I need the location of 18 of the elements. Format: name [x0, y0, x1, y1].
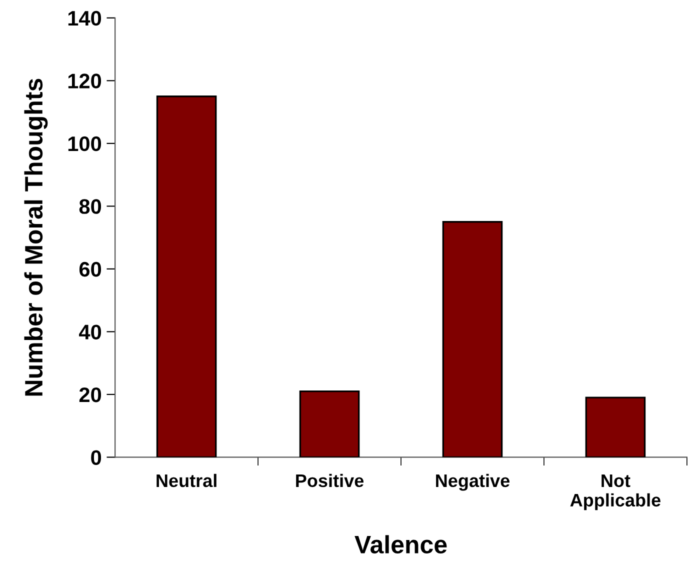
- bar: [299, 390, 360, 458]
- y-tick-label: 120: [68, 74, 102, 88]
- y-axis-title: Number of Moral Thoughts: [24, 78, 48, 396]
- bar: [585, 396, 646, 458]
- x-axis-title: Valence: [354, 535, 447, 554]
- y-tick-label: 100: [68, 136, 102, 152]
- y-tick-label: 60: [79, 262, 102, 277]
- x-tick-label: Not Applicable: [570, 474, 660, 510]
- x-tick-label: Negative: [436, 474, 510, 491]
- x-tick-label: Positive: [296, 474, 364, 488]
- y-tick-label: 140: [68, 10, 102, 26]
- y-tick-label: 40: [79, 324, 102, 340]
- x-tick-label: Neutral: [156, 474, 216, 488]
- bar: [156, 96, 217, 458]
- y-tick-label: 80: [79, 199, 102, 214]
- y-tick-label: 20: [79, 387, 102, 402]
- y-tick-label: 0: [91, 450, 102, 465]
- bar: [442, 221, 503, 458]
